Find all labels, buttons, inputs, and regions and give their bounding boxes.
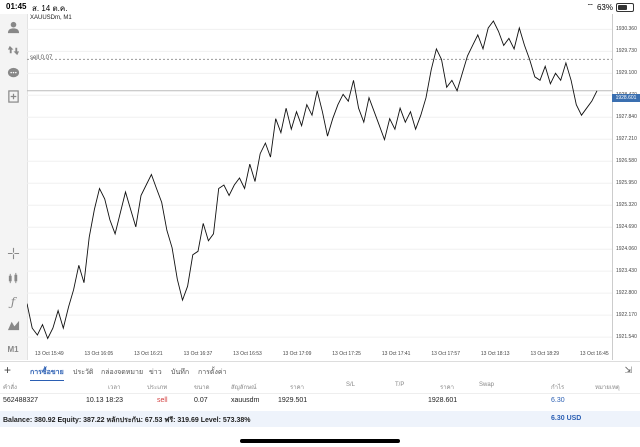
order-id: 562488327 — [3, 397, 39, 404]
col-price: ราคา — [440, 385, 454, 391]
order-current-price: 1928.601 — [428, 397, 458, 404]
price-tick-label: 1922.800 — [616, 290, 637, 297]
order-open-price: 1929.501 — [278, 397, 308, 404]
order-profit: 6.30 — [551, 397, 565, 404]
time-tick-label: 13 Oct 15:49 — [35, 351, 64, 357]
table-row[interactable]: 562488327 10.13 18:23 sell 0.07 xauusdm … — [0, 394, 640, 410]
account-icon[interactable] — [4, 18, 22, 36]
battery-icon — [616, 2, 634, 12]
status-bar: 01:45 ส. 14 ต.ค. ⌔ 63% — [0, 0, 640, 14]
price-tick-label: 1929.730 — [616, 48, 637, 55]
time-tick-label: 13 Oct 16:05 — [84, 351, 114, 357]
order-symbol: xauusdm — [231, 397, 260, 404]
price-tick-label: 1922.170 — [616, 312, 637, 319]
col-sl: S/L — [346, 382, 356, 388]
col-profit: กำไร — [551, 385, 565, 391]
home-indicator[interactable] — [240, 439, 400, 443]
col-order: คำสั่ง — [3, 385, 17, 391]
tab-settings[interactable]: การตั้งค่า — [198, 369, 227, 376]
order-line-label: sell 0.07 — [30, 55, 53, 61]
tab-mailbox[interactable]: กล่องจดหมาย — [101, 369, 144, 376]
balance-summary: Balance: 380.92 Equity: 387.22 หลักประกั… — [3, 417, 251, 424]
time-tick-label: 13 Oct 17:09 — [282, 351, 312, 357]
balance-row: Balance: 380.92 Equity: 387.22 หลักประกั… — [0, 411, 640, 427]
candles-icon[interactable] — [4, 269, 22, 287]
expand-panel-icon[interactable]: ⇲ — [624, 365, 632, 375]
time-tick-label: 13 Oct 18:13 — [480, 351, 510, 357]
add-icon[interactable]: + — [4, 363, 12, 377]
col-comment: หมายเหตุ — [595, 385, 620, 391]
time-tick-label: 13 Oct 16:45 — [580, 351, 609, 357]
price-tick-label: 1924.060 — [616, 246, 637, 253]
price-tick-label: 1930.360 — [616, 26, 637, 33]
new-order-icon[interactable] — [4, 87, 22, 105]
total-profit: 6.30 USD — [551, 415, 582, 422]
col-time: เวลา — [108, 385, 121, 391]
tab-trade[interactable]: การซื้อขาย — [30, 367, 64, 381]
status-time: 01:45 — [6, 2, 27, 11]
price-tick-label: 1929.100 — [616, 70, 637, 77]
tab-journal[interactable]: บันทึก — [171, 369, 190, 376]
time-tick-label: 13 Oct 18:29 — [530, 351, 560, 357]
time-tick-label: 13 Oct 16:37 — [183, 351, 213, 357]
left-toolbar: ƒ M1 — [0, 14, 28, 360]
order-time: 10.13 18:23 — [86, 397, 123, 404]
objects-icon[interactable] — [4, 316, 22, 334]
price-chart[interactable] — [27, 14, 615, 360]
price-tick-label: 1923.430 — [616, 268, 637, 275]
tab-history[interactable]: ประวัติ — [73, 369, 94, 376]
current-price-badge: 1928.601 — [612, 94, 640, 102]
time-tick-label: 13 Oct 17:57 — [431, 351, 460, 357]
price-tick-label: 1925.950 — [616, 180, 637, 187]
col-open-price: ราคา — [290, 385, 304, 391]
price-tick-label: 1924.690 — [616, 224, 637, 231]
price-tick-label: 1927.210 — [616, 136, 637, 143]
time-tick-label: 13 Oct 16:53 — [233, 351, 262, 357]
col-symbol: สัญลักษณ์ — [231, 385, 257, 391]
order-type: sell — [157, 397, 168, 404]
col-tp: T/P — [395, 382, 405, 388]
price-line — [27, 20, 598, 340]
col-size: ขนาด — [194, 385, 210, 391]
table-header: คำสั่ง เวลา ประเภท ขนาด สัญลักษณ์ ราคา S… — [0, 379, 640, 394]
trade-icon[interactable] — [4, 41, 22, 59]
time-tick-label: 13 Oct 17:25 — [332, 351, 361, 357]
crosshair-icon[interactable] — [4, 244, 22, 262]
price-tick-label: 1926.580 — [616, 158, 637, 165]
indicator-icon[interactable]: ƒ — [10, 295, 16, 309]
time-tick-label: 13 Oct 16:21 — [134, 351, 163, 357]
price-axis: 1930.3601929.7301929.1001928.4701927.840… — [612, 14, 640, 360]
wifi-icon: ⌔ — [586, 2, 594, 11]
symbol-label: XAUUSDm, M1 — [30, 15, 72, 21]
time-tick-label: 13 Oct 17:41 — [381, 351, 411, 357]
chart-svg — [27, 20, 612, 340]
price-tick-label: 1925.320 — [616, 202, 637, 209]
time-axis: 13 Oct 15:49 13 Oct 16:05 13 Oct 16:21 13 O… — [27, 349, 612, 360]
price-tick-label: 1921.540 — [616, 334, 637, 341]
bottom-tabs: + การซื้อขาย ประวัติ กล่องจดหมาย ข่าว บั… — [0, 361, 640, 381]
battery-percent: 63% — [596, 2, 613, 12]
order-size: 0.07 — [194, 397, 208, 404]
chat-icon[interactable] — [4, 64, 22, 82]
timeframe-button[interactable]: M1 — [7, 344, 19, 354]
col-swap: Swap — [479, 382, 495, 388]
col-type: ประเภท — [147, 385, 168, 391]
tab-news[interactable]: ข่าว — [149, 369, 162, 376]
status-date: ส. 14 ต.ค. — [32, 4, 68, 13]
price-tick-label: 1927.840 — [616, 114, 637, 121]
